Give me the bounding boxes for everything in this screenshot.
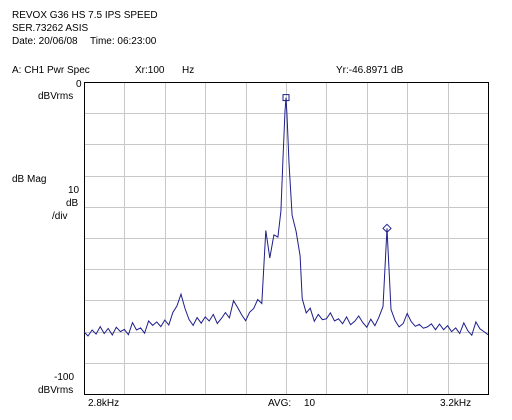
y-scale-value: 10 (68, 185, 80, 196)
y-marker-readout: Yr:-46.8971 dB (336, 65, 404, 76)
y-bottom-value: -100 (54, 372, 75, 383)
header-title: REVOX G36 HS 7.5 IPS SPEED (12, 10, 158, 21)
plot-frame (84, 82, 489, 395)
y-scale-unit: dB (66, 198, 79, 209)
offset-marker-icon (382, 223, 392, 234)
y-mag-label: dB Mag (12, 174, 47, 185)
avg-value: 10 (304, 398, 316, 409)
trace-label: A: CH1 Pwr Spec (12, 65, 90, 76)
spectrum-trace (83, 97, 489, 337)
y-bottom-unit: dBVrms (38, 385, 74, 396)
x-marker-readout: Xr:100 (135, 65, 165, 76)
header-date: Date: 20/06/08 (12, 36, 78, 47)
x-start-label: 2.8kHz (88, 398, 120, 409)
avg-label: AVG: (268, 398, 292, 409)
reference-marker-icon (282, 94, 290, 102)
x-unit-label: Hz (182, 65, 195, 76)
x-stop-label: 3.2kHz (440, 398, 472, 409)
y-scale-per-div: /div (52, 211, 68, 222)
header-serial: SER.73262 ASIS (12, 23, 89, 34)
y-top-value: 0 (76, 79, 82, 90)
y-top-unit: dBVrms (38, 91, 74, 102)
header-time: Time: 06:23:00 (90, 36, 157, 47)
plot-grid (84, 82, 488, 394)
